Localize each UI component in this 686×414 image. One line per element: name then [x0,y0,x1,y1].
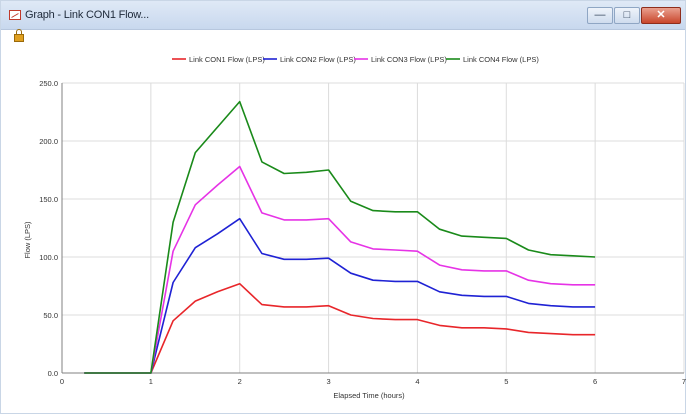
legend-label-1: Link CON1 Flow (LPS) [189,55,265,64]
x-tick-label: 0 [60,377,64,386]
legend-label-3: Link CON3 Flow (LPS) [371,55,447,64]
y-tick-label: 250.0 [39,79,58,88]
close-button[interactable]: ✕ [641,7,681,24]
chart-legend: Link CON1 Flow (LPS) Link CON2 Flow (LPS)… [172,55,539,64]
minimize-icon: — [594,9,606,21]
chart-series [84,100,596,374]
y-tick-label: 100.0 [39,253,58,262]
y-tick-label: 200.0 [39,137,58,146]
window-title: Graph - Link CON1 Flow... [25,9,149,21]
series-line-2 [84,217,596,374]
legend-label-2: Link CON2 Flow (LPS) [280,55,356,64]
window-controls: — □ ✕ [586,7,681,24]
graph-icon [9,10,21,20]
series-line-3 [84,165,596,374]
chart-axes: 0 1 2 3 4 5 6 7 0.0 50.0 100.0 150.0 200.0 250.0 [39,79,686,386]
x-axis-label: Elapsed Time (hours) [333,391,405,400]
series-line-4 [84,100,596,374]
x-tick-label: 6 [593,377,597,386]
close-icon: ✕ [656,9,666,21]
chart-grid [62,82,685,374]
title-bar[interactable]: Graph - Link CON1 Flow... — □ ✕ [1,1,685,30]
x-tick-label: 3 [326,377,330,386]
legend-label-4: Link CON4 Flow (LPS) [463,55,539,64]
y-axis-label: Flow (LPS) [23,221,32,259]
x-tick-label: 2 [238,377,242,386]
y-tick-label: 0.0 [48,369,58,378]
minimize-button[interactable]: — [587,7,613,24]
y-tick-label: 150.0 [39,195,58,204]
x-tick-label: 1 [149,377,153,386]
maximize-icon: □ [623,9,631,21]
x-tick-label: 5 [504,377,508,386]
x-tick-label: 4 [415,377,419,386]
series-line-1 [84,282,596,374]
maximize-button[interactable]: □ [614,7,640,24]
y-tick-label: 50.0 [43,311,58,320]
x-tick-label: 7 [682,377,686,386]
lock-icon[interactable] [14,29,24,42]
